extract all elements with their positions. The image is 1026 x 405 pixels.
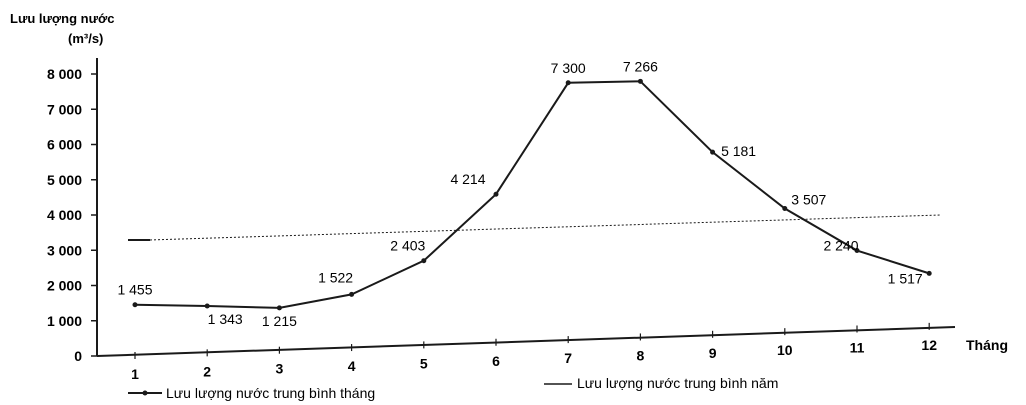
data-label: 7 266: [623, 58, 658, 74]
data-point: [204, 303, 210, 309]
data-label: 1 522: [318, 269, 353, 285]
x-tick-label: 9: [709, 345, 717, 361]
x-axis-line: [96, 326, 956, 357]
y-tick-label: 1 000: [47, 313, 82, 329]
data-label: 5 181: [721, 143, 756, 159]
y-tick-label: 5 000: [47, 172, 82, 188]
data-point: [276, 305, 282, 311]
legend: Lưu lượng nước trung bình tháng Lưu lượn…: [128, 375, 778, 401]
y-axis-title-line1: Lưu lượng nước: [10, 11, 115, 26]
x-tick-label: 12: [921, 337, 937, 353]
y-tick-label: 2 000: [47, 278, 82, 294]
data-label: 4 214: [450, 171, 485, 187]
data-point: [782, 206, 788, 212]
y-tick-label: 7 000: [47, 101, 82, 117]
data-point: [421, 258, 427, 264]
x-axis-ticks: 1 2 3 4 5 6 7 8 9 10 11 12: [131, 322, 937, 382]
x-tick-label: 8: [637, 347, 645, 363]
series-group: [132, 78, 932, 311]
legend-monthly-marker: [142, 390, 148, 396]
data-point: [926, 270, 932, 276]
data-label: 2 240: [823, 238, 858, 254]
x-tick-label: 6: [492, 353, 500, 369]
data-labels-group: 1 455 1 343 1 215 1 522 2 403 4 214 7 300 7 266…: [117, 58, 922, 329]
data-point: [710, 149, 716, 155]
data-label: 7 300: [551, 60, 586, 76]
y-tick-label: 3 000: [47, 242, 82, 258]
x-tick-label: 4: [348, 358, 356, 374]
legend-annual-label: Lưu lượng nước trung bình năm: [577, 375, 778, 391]
x-tick-label: 5: [420, 355, 428, 371]
average-line: [149, 214, 941, 241]
y-tick-label: 0: [74, 348, 82, 364]
series-line-monthly: [134, 80, 930, 309]
y-tick-label: 4 000: [47, 207, 82, 223]
y-tick-label: 8 000: [47, 66, 82, 82]
data-label: 1 343: [208, 311, 243, 327]
data-point: [637, 78, 643, 84]
legend-monthly-label: Lưu lượng nước trung bình tháng: [166, 385, 375, 401]
data-point: [565, 80, 571, 86]
average-line-group: [128, 214, 941, 241]
x-tick-label: 3: [276, 361, 284, 377]
y-tick-label: 6 000: [47, 137, 82, 153]
data-point: [854, 248, 860, 254]
data-label: 1 455: [117, 282, 152, 298]
y-axis-title-line2: (m³/s): [68, 31, 103, 46]
x-tick-label: 1: [131, 366, 139, 382]
x-tick-label: 2: [203, 363, 211, 379]
data-point: [493, 191, 499, 197]
x-tick-label: 10: [777, 342, 793, 358]
data-label: 2 403: [390, 238, 425, 254]
x-axis-title: Tháng: [966, 337, 1008, 353]
x-tick-label: 11: [850, 340, 865, 356]
x-tick-label: 7: [564, 350, 572, 366]
y-axis-ticks: 0 1 000 2 000 3 000 4 000 5 000 6 000 7 000 8 00…: [47, 66, 97, 364]
data-label: 1 215: [262, 313, 297, 329]
data-label: 3 507: [791, 192, 826, 208]
data-label: 1 517: [888, 270, 923, 286]
data-point: [349, 291, 355, 297]
data-point: [132, 302, 138, 308]
